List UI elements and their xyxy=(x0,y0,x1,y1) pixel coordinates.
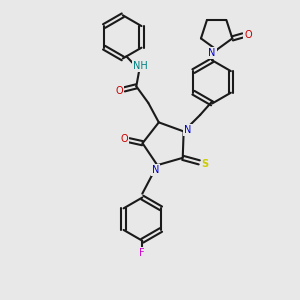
Text: O: O xyxy=(121,134,128,144)
Text: O: O xyxy=(244,30,252,40)
Text: F: F xyxy=(140,248,145,258)
Text: N: N xyxy=(184,125,192,135)
Text: N: N xyxy=(152,165,160,175)
Text: NH: NH xyxy=(134,61,148,71)
Text: N: N xyxy=(208,48,216,58)
Text: O: O xyxy=(115,86,123,96)
Text: S: S xyxy=(202,159,209,169)
